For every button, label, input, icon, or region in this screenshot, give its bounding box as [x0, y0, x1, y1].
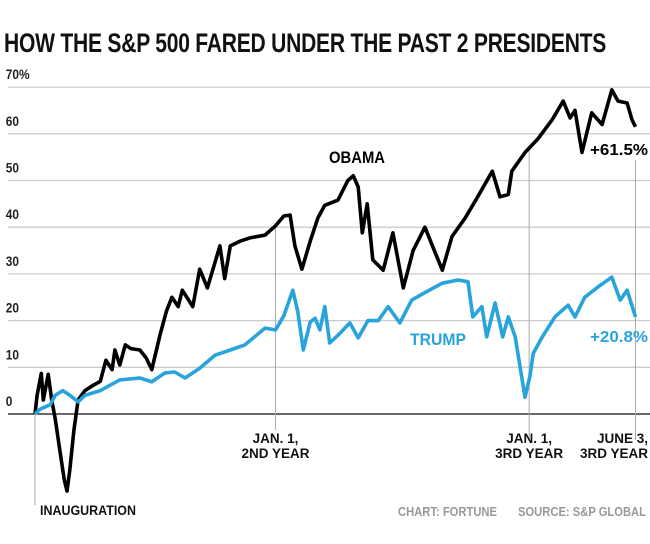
- chart-title: HOW THE S&P 500 FARED UNDER THE PAST 2 P…: [4, 28, 607, 58]
- y-tick-label: 60: [6, 113, 19, 129]
- chart-credit: CHART: FORTUNE: [398, 504, 497, 519]
- x-marker-label: 3RD YEAR: [495, 446, 563, 461]
- end-label-obama: +61.5%: [590, 142, 648, 159]
- y-tick-label: 10: [6, 346, 19, 362]
- end-label-trump: +20.8%: [590, 329, 648, 346]
- y-tick-label: 50: [6, 160, 19, 176]
- series-line-trump: [33, 275, 638, 416]
- y-tick-label: 0: [6, 393, 13, 409]
- x-marker-label: JAN. 1,: [253, 431, 299, 446]
- series-label-obama: OBAMA: [329, 148, 385, 167]
- x-marker-label: JAN. 1,: [506, 431, 552, 446]
- x-marker-label: INAUGURATION: [40, 503, 136, 518]
- x-marker-label: JUNE 3,: [597, 431, 648, 446]
- source-credit: SOURCE: S&P GLOBAL: [518, 504, 646, 519]
- series-label-trump: TRUMP: [410, 330, 466, 349]
- x-marker-label: 3RD YEAR: [580, 446, 648, 461]
- y-tick-label: 40: [6, 206, 19, 222]
- y-tick-label: 20: [6, 300, 19, 316]
- y-tick-label: 70%: [6, 66, 30, 82]
- x-marker-label: 2ND YEAR: [241, 446, 309, 461]
- y-tick-label: 30: [6, 253, 19, 269]
